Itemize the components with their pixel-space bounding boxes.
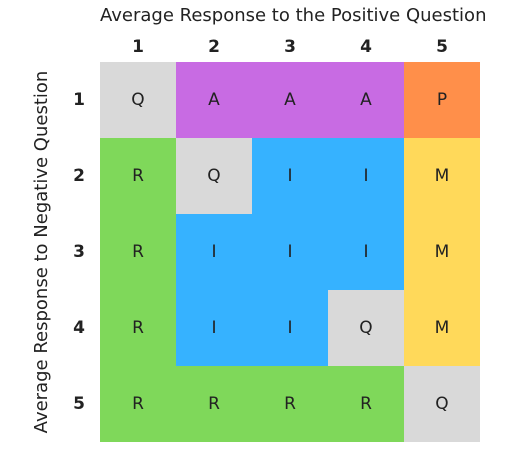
grid-cell: R — [100, 366, 176, 442]
grid-cell: A — [328, 62, 404, 138]
grid-cell: I — [252, 214, 328, 290]
grid-cell: Q — [404, 366, 480, 442]
grid-cell: R — [100, 138, 176, 214]
row-header: 5 — [73, 394, 85, 414]
row-header: 2 — [73, 166, 85, 186]
column-header: 4 — [360, 37, 372, 57]
y-axis-title: Average Response to Negative Question — [31, 70, 52, 434]
grid-cell: I — [252, 138, 328, 214]
grid-cell: M — [404, 138, 480, 214]
grid-cell: Q — [328, 290, 404, 366]
grid-cell: I — [176, 214, 252, 290]
column-header: 3 — [284, 37, 296, 57]
grid-cell: R — [176, 366, 252, 442]
grid-cell: R — [100, 214, 176, 290]
grid-cell: R — [100, 290, 176, 366]
grid-cell: I — [252, 290, 328, 366]
x-axis-title: Average Response to the Positive Questio… — [100, 5, 487, 26]
row-header: 3 — [73, 242, 85, 262]
grid-cell: Q — [100, 62, 176, 138]
grid-cell: M — [404, 214, 480, 290]
grid-cell: I — [328, 138, 404, 214]
grid-cell: A — [252, 62, 328, 138]
grid-cell: R — [328, 366, 404, 442]
row-header: 1 — [73, 90, 85, 110]
column-header: 5 — [436, 37, 448, 57]
grid-cell: P — [404, 62, 480, 138]
grid-cell: I — [176, 290, 252, 366]
grid-cell: A — [176, 62, 252, 138]
grid-cell: M — [404, 290, 480, 366]
row-header: 4 — [73, 318, 85, 338]
grid-cell: I — [328, 214, 404, 290]
grid-cell: Q — [176, 138, 252, 214]
grid-cell: R — [252, 366, 328, 442]
column-header: 2 — [208, 37, 220, 57]
column-header: 1 — [132, 37, 144, 57]
